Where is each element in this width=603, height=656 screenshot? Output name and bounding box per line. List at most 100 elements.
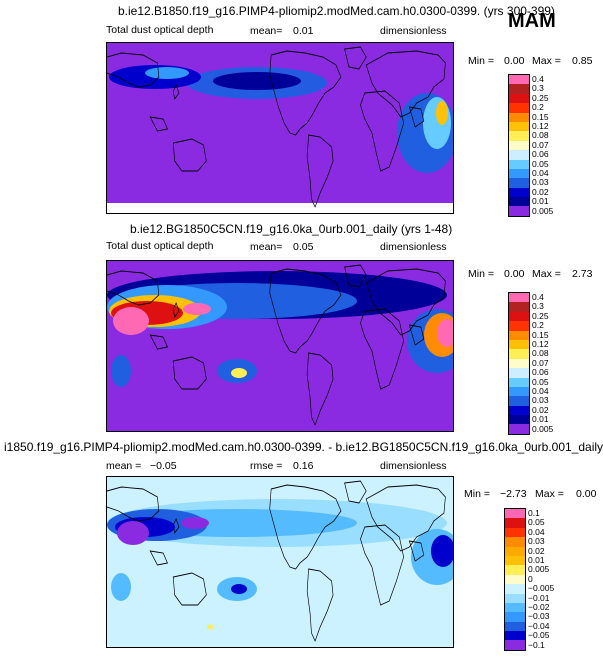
colorbar-level-label: −0.03 xyxy=(528,611,550,622)
colorbar-segment xyxy=(509,293,529,303)
panel1-min-value: 0.00 xyxy=(504,55,525,67)
panel1-units: dimensionless xyxy=(380,25,447,37)
colorbar-level-label: 0.04 xyxy=(528,526,545,537)
panel2-colorbar xyxy=(508,292,530,435)
colorbar-level-label: 0.3 xyxy=(532,301,544,312)
panel2-min-label: Min = xyxy=(468,268,494,280)
colorbar-level-label: 0.15 xyxy=(532,111,549,122)
colorbar-segment xyxy=(509,386,529,397)
colorbar-level-label: 0.2 xyxy=(532,320,544,331)
colorbar-segment xyxy=(509,121,529,132)
colorbar-level-label: 0.03 xyxy=(528,536,545,547)
colorbar-segment xyxy=(505,555,525,566)
colorbar-segment xyxy=(509,206,529,216)
colorbar-segment xyxy=(509,159,529,169)
panel2-max-label: Max = xyxy=(532,268,561,280)
panel1-colorbar xyxy=(508,74,530,217)
colorbar-segment xyxy=(505,518,525,528)
panel2-mean-value: 0.05 xyxy=(293,241,314,253)
colorbar-level-label: −0.1 xyxy=(528,639,545,650)
panel2-max-value: 2.73 xyxy=(572,268,593,280)
panel2-title: b.ie12.BG1850C5CN.f19_g16.0ka_0urb.001_d… xyxy=(130,222,453,236)
colorbar-level-label: 0.15 xyxy=(532,329,549,340)
panel1-min-label: Min = xyxy=(468,55,494,67)
panel2-min-value: 0.00 xyxy=(504,268,525,280)
colorbar-level-label: 0.03 xyxy=(532,177,549,188)
panel2-map xyxy=(106,260,454,432)
colorbar-level-label: 0.07 xyxy=(532,139,549,150)
panel1-field-label: Total dust optical depth xyxy=(106,24,214,36)
colorbar-segment xyxy=(509,396,529,406)
colorbar-level-label: 0.25 xyxy=(532,92,549,103)
colorbar-level-label: 0.01 xyxy=(532,196,549,207)
colorbar-segment xyxy=(505,574,525,585)
colorbar-segment xyxy=(509,302,529,312)
colorbar-level-label: 0.05 xyxy=(528,517,545,528)
colorbar-level-label: 0.2 xyxy=(532,102,544,113)
panel3-units: dimensionless xyxy=(380,460,447,472)
colorbar-level-label: −0.005 xyxy=(528,583,555,594)
panel2-units: dimensionless xyxy=(380,241,447,253)
colorbar-segment xyxy=(509,150,529,160)
colorbar-level-label: 0.12 xyxy=(532,121,549,131)
colorbar-segment xyxy=(505,565,525,575)
colorbar-level-label: 0.005 xyxy=(532,423,554,434)
colorbar-segment xyxy=(505,537,525,547)
panel1-mean-value: 0.01 xyxy=(293,25,314,37)
panel3-rmse-label: rmse = xyxy=(250,460,283,472)
colorbar-level-label: 0.08 xyxy=(532,348,549,359)
colorbar-segment xyxy=(509,103,529,113)
colorbar-segment xyxy=(509,84,529,94)
panel1-title: b.ie12.B1850.f19_g16.PIMP4-pliomip2.modM… xyxy=(118,4,555,18)
panel1-max-value: 0.85 xyxy=(572,55,593,67)
panel3-colorbar xyxy=(504,508,526,651)
season-label: MAM xyxy=(508,10,556,32)
colorbar-level-label: −0.01 xyxy=(528,592,550,603)
colorbar-level-label: 0.3 xyxy=(532,83,544,94)
colorbar-level-label: 0.25 xyxy=(532,310,549,321)
colorbar-level-label: −0.04 xyxy=(528,620,550,631)
colorbar-level-label: 0.02 xyxy=(532,186,549,197)
colorbar-level-label: −0.05 xyxy=(528,630,550,641)
panel3-min-label: Min = xyxy=(464,488,490,500)
colorbar-segment xyxy=(509,140,529,151)
colorbar-level-label: 0.005 xyxy=(528,564,550,575)
colorbar-segment xyxy=(509,349,529,359)
colorbar-segment xyxy=(509,330,529,340)
colorbar-level-label: 0 xyxy=(528,573,533,584)
colorbar-level-label: 0.08 xyxy=(532,130,549,141)
colorbar-level-label: 0.02 xyxy=(532,404,549,415)
colorbar-segment xyxy=(505,640,525,650)
colorbar-segment xyxy=(509,311,529,322)
colorbar-segment xyxy=(509,168,529,179)
colorbar-segment xyxy=(505,631,525,641)
colorbar-segment xyxy=(509,93,529,104)
colorbar-segment xyxy=(505,527,525,538)
panel1-map-svg xyxy=(107,43,453,213)
colorbar-segment xyxy=(509,197,529,207)
colorbar-segment xyxy=(509,112,529,122)
panel3-map-svg xyxy=(107,477,453,647)
colorbar-segment xyxy=(505,621,525,632)
colorbar-segment xyxy=(505,612,525,622)
panel3-title: i1850.f19_g16.PIMP4-pliomip2.modMed.cam.… xyxy=(4,440,603,454)
colorbar-level-label: 0.01 xyxy=(528,555,545,565)
colorbar-level-label: 0.12 xyxy=(532,339,549,349)
panel2-map-svg xyxy=(107,261,453,431)
panel3-max-label: Max = xyxy=(535,488,564,500)
panel3-max-value: 0.00 xyxy=(576,488,597,500)
colorbar-level-label: 0.4 xyxy=(532,74,544,84)
colorbar-segment xyxy=(509,187,529,198)
colorbar-level-label: 0.06 xyxy=(532,149,549,160)
colorbar-segment xyxy=(509,131,529,141)
colorbar-level-label: 0.1 xyxy=(528,508,540,518)
colorbar-segment xyxy=(509,321,529,331)
colorbar-segment xyxy=(505,584,525,594)
colorbar-segment xyxy=(505,593,525,603)
colorbar-level-label: −0.02 xyxy=(528,602,550,612)
colorbar-level-label: 0.04 xyxy=(532,386,549,396)
colorbar-segment xyxy=(505,602,525,613)
panel3-map xyxy=(106,476,454,648)
colorbar-level-label: 0.07 xyxy=(532,357,549,368)
panel2-field-label: Total dust optical depth xyxy=(106,240,214,252)
